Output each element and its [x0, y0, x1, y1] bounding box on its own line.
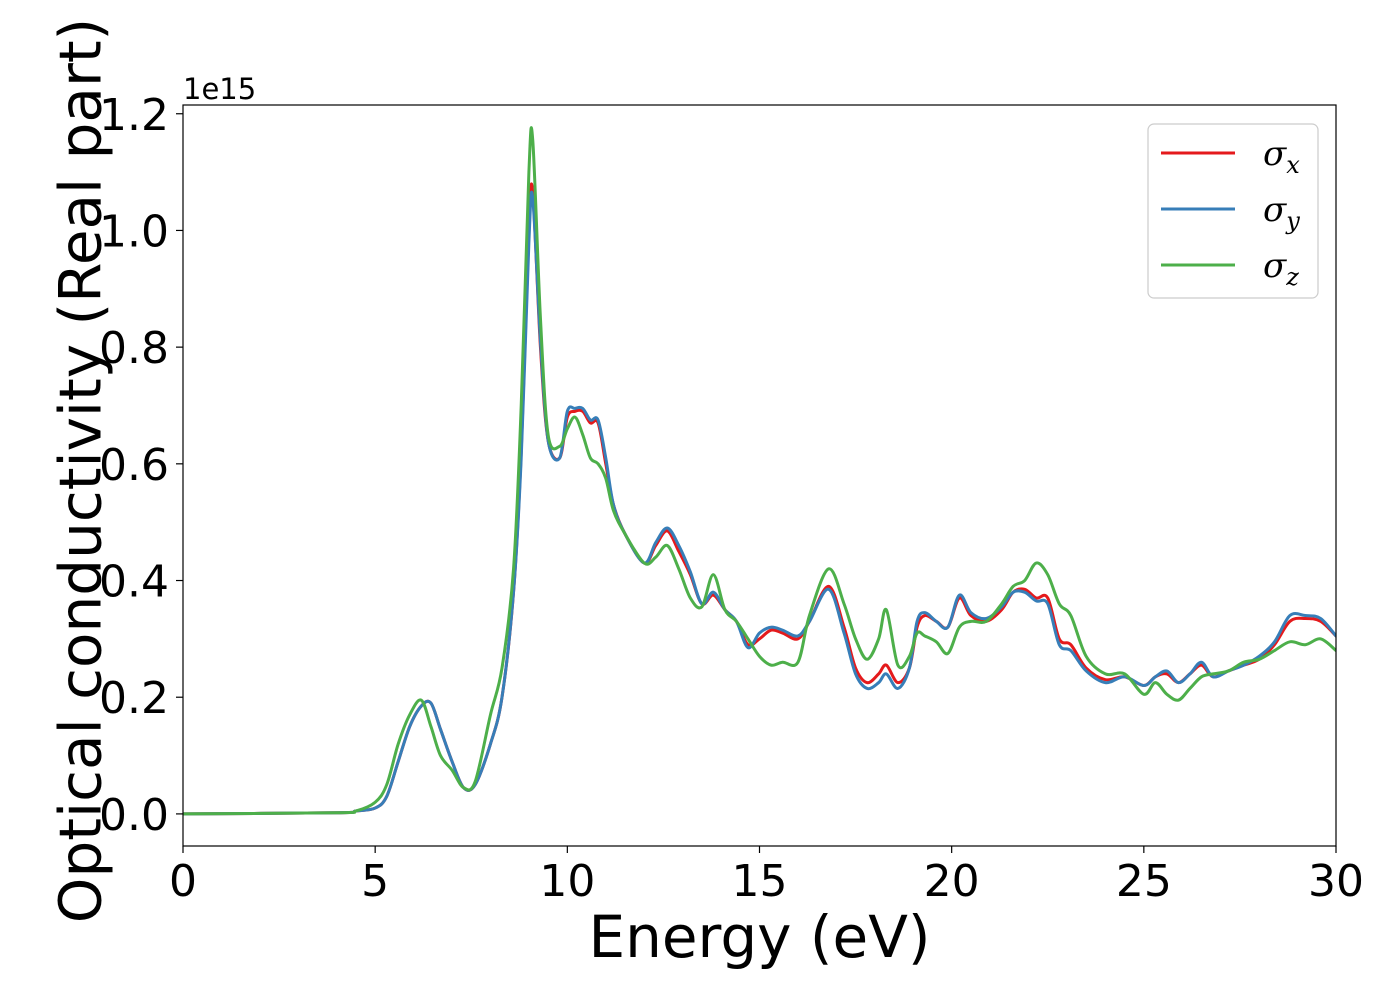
legend-label-y: σy — [1263, 190, 1300, 235]
series-line-z — [183, 126, 1336, 816]
legend: σx σy σz — [1147, 123, 1319, 299]
y-tick-label: 0.0 — [99, 790, 169, 841]
x-tick-label: 25 — [1116, 856, 1172, 907]
x-tick-label: 0 — [169, 856, 197, 907]
x-tick-label: 15 — [732, 856, 788, 907]
x-tick-label: 30 — [1308, 856, 1364, 907]
y-axis-offset-label: 1e15 — [183, 72, 256, 106]
y-tick-label: 1.2 — [99, 90, 169, 141]
x-tick-label: 10 — [539, 856, 595, 907]
y-tick-label: 0.4 — [99, 557, 169, 608]
axis-ticks-layer: 0 5 10 15 20 25 30 0.0 0.2 0.4 0.6 0.8 1.0 1.2 — [99, 90, 1364, 907]
legend-box — [1147, 123, 1319, 299]
x-tick-label: 20 — [924, 856, 980, 907]
y-axis-title: Optical conductivity (Real part) — [46, 18, 114, 923]
legend-label-x: σx — [1263, 134, 1300, 179]
y-tick-label: 0.2 — [99, 673, 169, 724]
y-tick-label: 0.8 — [99, 323, 169, 374]
x-axis-title: Energy (eV) — [588, 903, 930, 971]
y-tick-label: 1.0 — [99, 206, 169, 257]
legend-label-z: σz — [1263, 246, 1299, 291]
x-tick-label: 5 — [361, 856, 389, 907]
y-tick-label: 0.6 — [99, 440, 169, 491]
series-lines-layer — [183, 126, 1336, 816]
series-line-y — [183, 190, 1336, 816]
